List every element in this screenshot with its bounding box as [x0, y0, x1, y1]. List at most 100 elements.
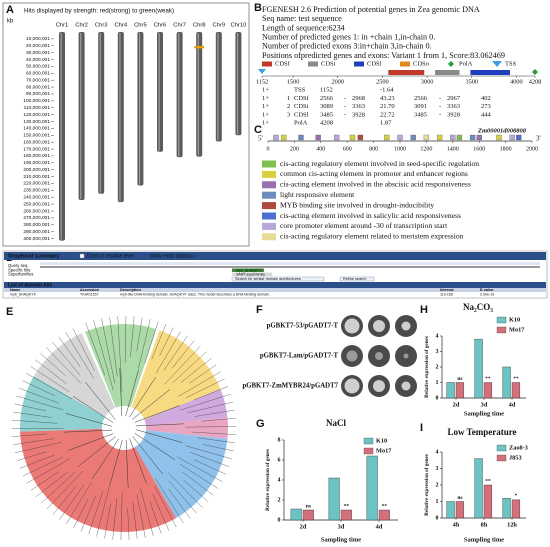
y-tick-label: 220,000,001 — [23, 181, 50, 187]
legend-swatch — [496, 444, 507, 452]
button[interactable] — [339, 276, 375, 282]
header-bar — [4, 252, 546, 260]
element-site — [315, 134, 321, 141]
tree-leaf — [14, 403, 47, 412]
legend-label: CDSl — [367, 60, 382, 67]
exon-feature — [435, 70, 460, 75]
tree-leaf — [124, 316, 127, 364]
range-separator: - — [344, 103, 346, 110]
tree-leaf — [22, 457, 63, 477]
chromosome-bar — [59, 32, 65, 241]
x-tick-label: 2d — [453, 401, 460, 408]
column-header: Name — [10, 288, 20, 292]
tree-leaf — [19, 388, 59, 404]
polya-feature — [532, 69, 538, 75]
superfamily-box — [232, 272, 272, 276]
ruler-label: 3500 — [465, 78, 478, 85]
tree-leaf — [109, 316, 118, 377]
ruler-label: 400 — [316, 146, 325, 152]
tree-leaf — [112, 498, 118, 540]
bar — [302, 509, 314, 521]
table-cell: myb-like DNA-binding domain, SHAQKYF cla… — [120, 292, 270, 296]
clade-sector — [135, 430, 228, 519]
tree-branch — [65, 413, 113, 427]
tree-leaf — [12, 433, 48, 437]
table-cell: 3928 — [352, 111, 365, 118]
significance-label: ** — [513, 376, 519, 382]
colony — [373, 380, 385, 392]
legend-label: cis-acting element involved in the absci… — [280, 180, 471, 189]
legend-label: Zao8-3 — [509, 444, 528, 451]
x-axis-label: Sampling time — [321, 536, 361, 543]
chromosome-highlight — [158, 33, 160, 151]
tree-leaf — [80, 495, 97, 532]
hit-mark — [194, 45, 205, 49]
legend-label: cis-acting regulatory element related to… — [280, 232, 464, 241]
x-axis-label: Sampling time — [464, 536, 504, 543]
significance-label: ns — [306, 503, 311, 509]
x-tick-label: 3d — [481, 401, 488, 408]
table-cell: 1+ — [262, 120, 269, 127]
range-separator: - — [439, 111, 441, 118]
bar — [446, 501, 455, 519]
panel-label: F — [256, 304, 263, 316]
tree-leaf — [120, 492, 123, 540]
bar — [290, 508, 302, 521]
ruler-label: 2000 — [331, 78, 344, 85]
legend-label: CDSo — [413, 60, 429, 67]
button[interactable] — [231, 276, 325, 282]
table-cell: CDSl — [294, 111, 309, 118]
chromosome-label: Chr1 — [56, 23, 69, 29]
table-cell: 1+ — [262, 86, 269, 93]
chromosome-highlight — [236, 33, 239, 135]
table-cell: 1 — [287, 95, 290, 102]
bar — [340, 509, 352, 521]
table-cell: PolA — [294, 120, 308, 127]
x-tick-label: 8h — [481, 521, 488, 528]
ruler-label: 2000 — [526, 146, 538, 152]
list-title: List of domain hits — [8, 282, 53, 288]
element-site — [333, 134, 340, 141]
tree-branch — [125, 369, 139, 417]
legend-swatch — [262, 181, 276, 189]
y-tick-label: 70,000,001 — [26, 77, 50, 83]
ruler-label: 4000 — [510, 78, 523, 85]
tree-leaf — [185, 378, 225, 398]
tree-leaf — [187, 401, 233, 414]
element-site — [436, 134, 443, 141]
panel-a-frame — [2, 2, 250, 247]
legend-label: J853 — [509, 454, 522, 461]
row-label: Specific hits — [8, 267, 30, 272]
element-site — [456, 134, 463, 141]
y-tick-label: 2 — [278, 497, 281, 503]
bar — [511, 499, 521, 519]
y-tick-label: 190,000,001 — [23, 160, 50, 166]
y-tick-label: 50,000,001 — [26, 64, 50, 70]
tree-branch — [68, 433, 114, 451]
tree-branch — [132, 436, 163, 475]
y-tick-label: 210,000,001 — [23, 174, 50, 180]
chromosome-bar — [137, 32, 144, 186]
legend-swatch — [262, 170, 276, 178]
fgenesh-line: Seq name: test sequence — [262, 14, 342, 23]
chromosome-bar — [196, 32, 203, 157]
tree-leaf — [144, 321, 159, 364]
ruler-label: 600 — [343, 146, 352, 152]
clade-sector — [144, 389, 228, 426]
tree-leaf — [151, 324, 167, 360]
ruler-label: 4208 — [529, 78, 542, 85]
tree-leaf — [191, 431, 236, 435]
tree-branch — [72, 395, 114, 423]
colony — [344, 318, 360, 334]
tree-leaf — [182, 471, 214, 496]
legend-label: TSS — [505, 60, 517, 67]
tree-leaf — [156, 331, 181, 374]
legend-swatch — [400, 61, 410, 67]
table-cell: 2968 — [352, 95, 365, 102]
tree-branch — [77, 436, 116, 467]
y-tick-label: 0 — [436, 515, 439, 521]
tree-leaf — [52, 486, 77, 515]
tree-leaf — [14, 442, 62, 453]
fgenesh-line: FGENESH 2.6 Prediction of potential gene… — [262, 5, 480, 14]
table-cell: 444 — [481, 111, 492, 118]
